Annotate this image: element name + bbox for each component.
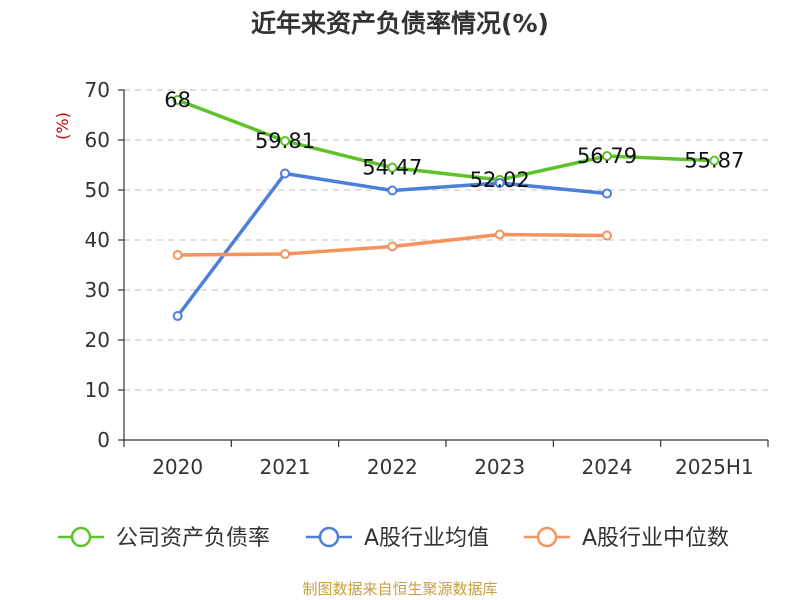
legend-marker-icon <box>318 526 340 548</box>
axis-layer: 0 10 20 30 40 50 60 70 2020 2021 2022 2023 2024 2025H… <box>85 78 769 479</box>
chart-title: 近年来资产负债率情况(%) <box>251 9 549 38</box>
data-point[interactable] <box>709 155 720 166</box>
y-tick-label: 40 <box>85 228 110 252</box>
y-tick-label: 0 <box>97 428 110 452</box>
legend-label: 公司资产负债率 <box>116 526 270 551</box>
data-label: 54.47 <box>362 156 422 180</box>
y-tick-label: 20 <box>85 328 110 352</box>
x-tick-label: 2022 <box>367 455 418 479</box>
data-point[interactable] <box>280 249 290 259</box>
data-point[interactable] <box>602 151 612 162</box>
x-tick-label: 2025H1 <box>675 455 754 479</box>
data-point[interactable] <box>280 135 290 146</box>
data-point[interactable] <box>387 241 398 252</box>
data-point[interactable] <box>387 162 398 173</box>
legend-item[interactable]: A股行业均值 <box>306 526 489 551</box>
y-tick-label: 70 <box>85 78 110 102</box>
data-point[interactable] <box>172 311 183 321</box>
data-point[interactable] <box>172 250 183 260</box>
data-label: 52.02 <box>470 168 530 192</box>
legend-label: A股行业中位数 <box>582 526 729 551</box>
data-label-layer: 68 59.81 54.47 52.02 56.79 55.87 <box>164 88 744 192</box>
legend-item[interactable]: A股行业中位数 <box>524 526 729 551</box>
source-note: 制图数据来自恒生聚源数据库 <box>302 580 498 598</box>
x-tick-label: 2024 <box>582 455 633 479</box>
series-layer <box>172 95 720 321</box>
data-label: 56.79 <box>577 144 637 168</box>
y-axis-unit-label: (%) <box>53 112 72 140</box>
x-tick-label: 2023 <box>474 455 525 479</box>
data-label: 55.87 <box>684 149 744 173</box>
y-tick-label: 50 <box>85 178 110 202</box>
data-point[interactable] <box>494 178 505 188</box>
legend-item[interactable]: 公司资产负债率 <box>58 526 270 551</box>
y-tick-label: 10 <box>85 378 110 402</box>
data-point[interactable] <box>280 168 290 179</box>
y-tick-label: 30 <box>85 278 110 302</box>
legend-label: A股行业均值 <box>364 526 489 551</box>
x-tick-label: 2021 <box>260 455 311 479</box>
y-tick-label: 60 <box>85 128 110 152</box>
data-label: 59.81 <box>255 129 315 153</box>
data-point[interactable] <box>387 185 398 196</box>
series-line <box>175 98 717 182</box>
legend: 公司资产负债率 A股行业均值 A股行业中位数 <box>58 526 729 551</box>
x-tick-label: 2020 <box>152 455 203 479</box>
data-point[interactable] <box>602 188 612 199</box>
legend-marker-icon <box>536 526 558 548</box>
legend-marker-icon <box>70 526 92 548</box>
data-point[interactable] <box>172 95 183 105</box>
data-point[interactable] <box>494 229 505 240</box>
data-label: 68 <box>164 88 191 112</box>
data-point[interactable] <box>602 230 612 241</box>
